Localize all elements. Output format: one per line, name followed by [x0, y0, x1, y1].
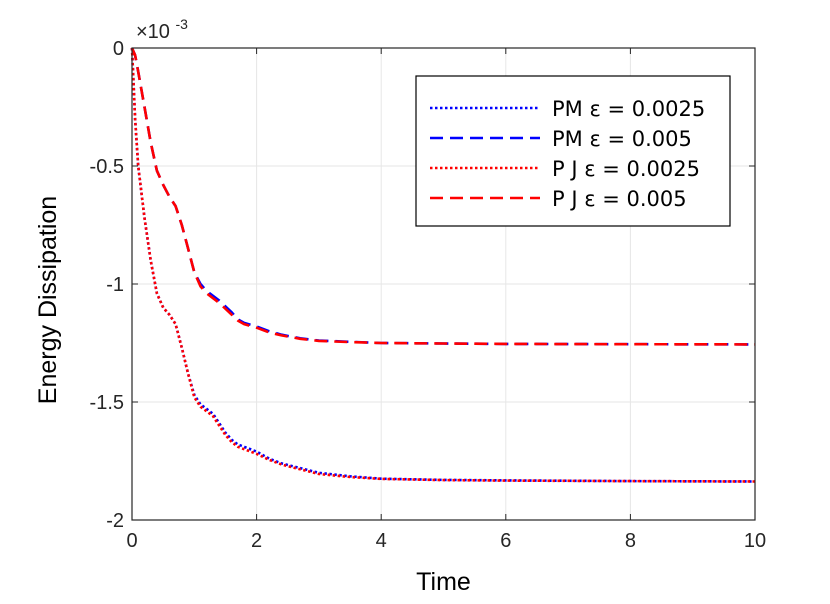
x-tick-label: 8	[625, 530, 636, 552]
y-axis-label: Energy Dissipation	[34, 196, 62, 404]
series-line-3	[130, 47, 756, 483]
x-axis-label: Time	[416, 568, 471, 596]
series-layer	[130, 47, 756, 483]
x-tick-label: 10	[744, 530, 766, 552]
x-tick-label: 4	[376, 530, 387, 552]
y-exponent-base: ×10	[136, 21, 170, 43]
legend-label: PM ε = 0.005	[552, 127, 692, 151]
legend: PM ε = 0.0025 PM ε = 0.005 P J ε = 0.0025 P…	[415, 75, 731, 227]
x-tick-label: 6	[500, 530, 511, 552]
legend-label: PM ε = 0.0025	[552, 97, 705, 121]
y-tick-label: -0.5	[90, 156, 124, 178]
y-tick-label: -1.5	[90, 392, 124, 414]
y-axis-exponent: ×10 -3	[136, 16, 188, 43]
series-line-4	[130, 47, 756, 346]
y-tick-label: 0	[113, 38, 124, 60]
legend-box	[415, 75, 731, 227]
ticks: 0 2 4 6 8 10 0 -0.5 -1 -1.5 -2	[90, 38, 767, 552]
x-tick-label: 2	[251, 530, 262, 552]
y-exponent-power: -3	[176, 16, 189, 32]
y-tick-label: -2	[106, 510, 124, 532]
legend-label: P J ε = 0.005	[552, 187, 687, 211]
x-tick-label: 0	[126, 530, 137, 552]
y-tick-label: -1	[106, 274, 124, 296]
legend-label: P J ε = 0.0025	[552, 157, 700, 181]
